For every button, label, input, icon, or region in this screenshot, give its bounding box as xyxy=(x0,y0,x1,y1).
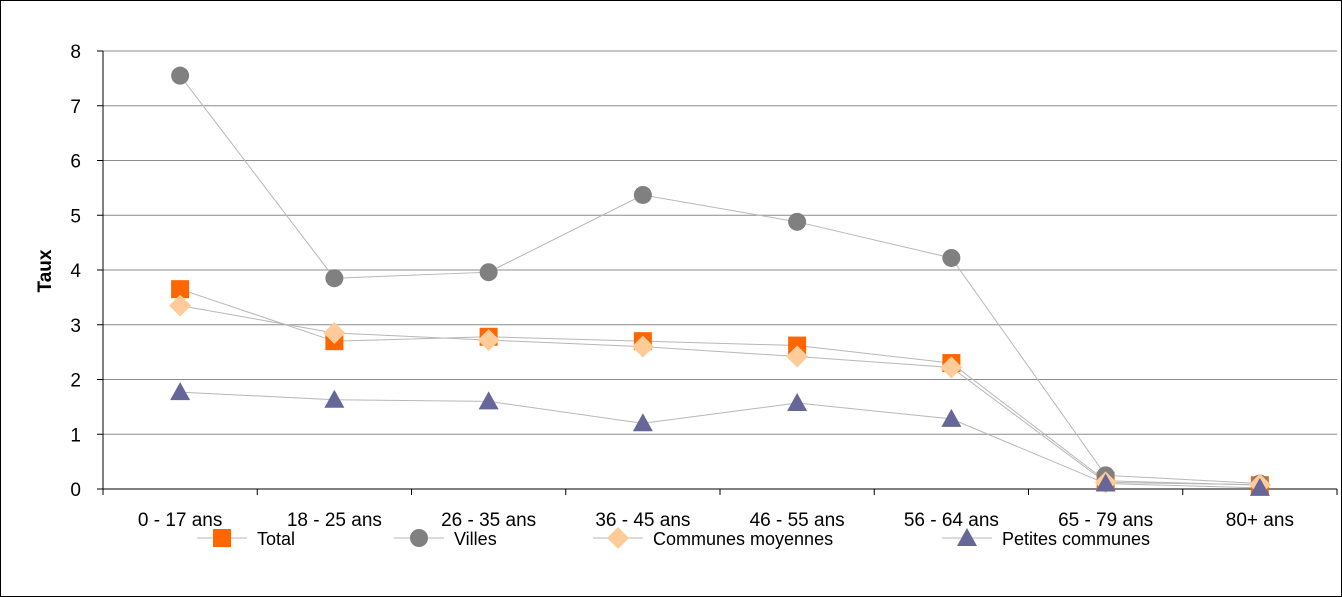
x-tick-label: 26 - 35 ans xyxy=(441,510,536,531)
data-point-3-0 xyxy=(170,382,191,401)
legend-label-2: Communes moyennes xyxy=(653,529,833,549)
data-point-3-3 xyxy=(632,413,653,432)
series-lines xyxy=(179,75,1260,489)
legend-label-3: Petites communes xyxy=(1002,529,1150,549)
y-tick-label: 2 xyxy=(70,371,81,392)
x-tick-label: 65 - 79 ans xyxy=(1058,510,1153,531)
data-point-1-1 xyxy=(325,269,344,288)
data-point-1-3 xyxy=(633,185,652,204)
legend-marker-3 xyxy=(957,528,977,546)
series-line-0 xyxy=(179,288,1260,486)
y-tick-label: 5 xyxy=(70,206,81,227)
data-point-3-4 xyxy=(787,393,808,412)
axes xyxy=(97,50,1338,495)
x-tick-label: 46 - 55 ans xyxy=(750,510,845,531)
y-tick-label: 0 xyxy=(70,480,81,501)
y-tick-label: 6 xyxy=(70,152,81,173)
tick-labels: 0 1 2 3 4 5 6 7 8 0 - 17 ans 18 - 25 ans 26 - 35 an… xyxy=(70,42,1294,531)
series-line-1 xyxy=(179,75,1260,485)
x-tick-label: 18 - 25 ans xyxy=(287,510,382,531)
series-line-3 xyxy=(180,391,1260,489)
gridlines xyxy=(103,50,1337,435)
y-axis-title: Taux xyxy=(35,249,56,292)
y-tick-label: 7 xyxy=(70,97,81,118)
data-point-2-1 xyxy=(323,321,346,344)
series-markers xyxy=(169,66,1271,496)
x-tick-label: 80+ ans xyxy=(1226,510,1294,531)
x-tick-label: 0 - 17 ans xyxy=(138,510,223,531)
legend: Total Villes Communes moyennes Petites comm… xyxy=(197,527,1150,549)
data-point-3-2 xyxy=(478,391,499,410)
data-point-1-2 xyxy=(479,263,498,282)
y-tick-label: 8 xyxy=(70,42,81,63)
data-point-1-5 xyxy=(942,248,961,267)
legend-marker-0 xyxy=(213,529,231,547)
data-point-3-5 xyxy=(941,408,962,427)
data-point-2-0 xyxy=(169,294,192,317)
legend-label-1: Villes xyxy=(454,529,497,549)
data-point-3-7 xyxy=(1249,477,1270,496)
series-line-2 xyxy=(180,305,1260,486)
data-point-1-4 xyxy=(788,212,807,231)
data-point-3-6 xyxy=(1095,473,1116,492)
x-tick-label: 56 - 64 ans xyxy=(904,510,999,531)
x-tick-label: 36 - 45 ans xyxy=(595,510,690,531)
data-point-2-5 xyxy=(940,356,963,379)
data-point-2-2 xyxy=(477,329,500,352)
legend-label-0: Total xyxy=(257,529,295,549)
legend-marker-1 xyxy=(410,529,428,547)
data-point-1-0 xyxy=(171,66,190,85)
legend-marker-2 xyxy=(607,527,629,549)
y-tick-label: 4 xyxy=(70,261,81,282)
y-tick-label: 1 xyxy=(70,425,81,446)
data-point-2-3 xyxy=(631,335,654,358)
data-point-0-0 xyxy=(171,280,190,299)
data-point-2-4 xyxy=(786,345,809,368)
y-tick-label: 3 xyxy=(70,316,81,337)
data-point-3-1 xyxy=(324,389,345,408)
